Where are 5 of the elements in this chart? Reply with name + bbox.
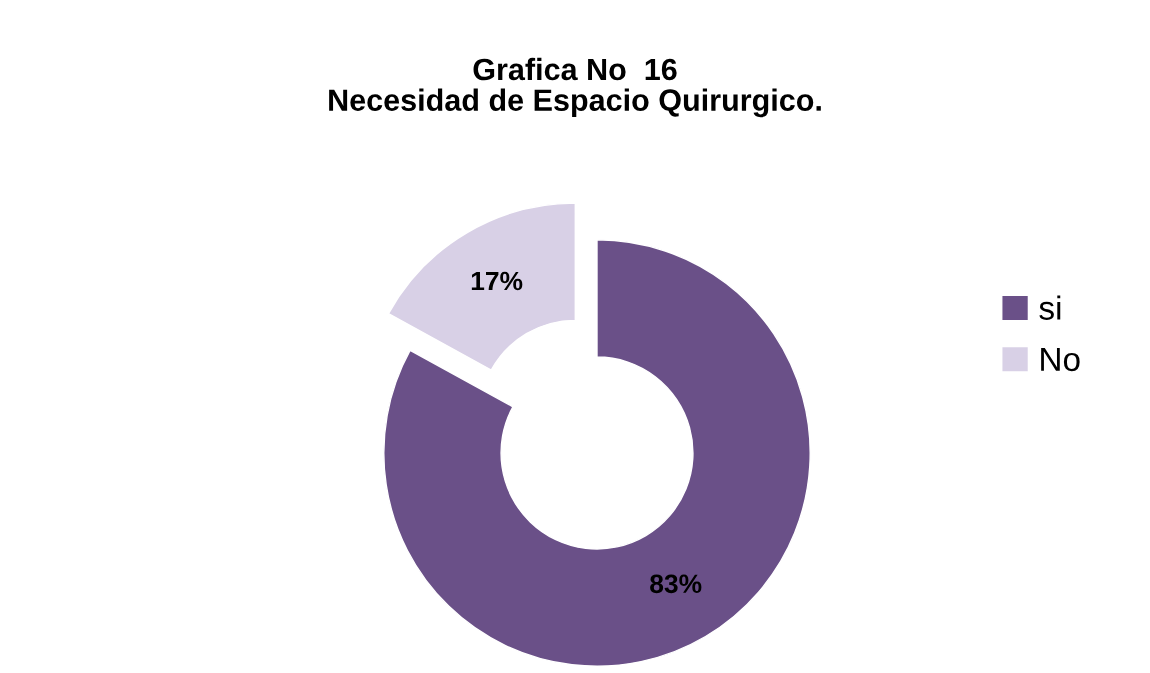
data-label: 17% bbox=[471, 271, 523, 291]
legend-label: No bbox=[1041, 347, 1080, 372]
chart-title: Grafica No 16 Necesidad de Espacio Quirurgico. bbox=[329, 57, 821, 118]
legend-label: si bbox=[1039, 295, 1061, 320]
data-label: 83% bbox=[650, 574, 702, 594]
